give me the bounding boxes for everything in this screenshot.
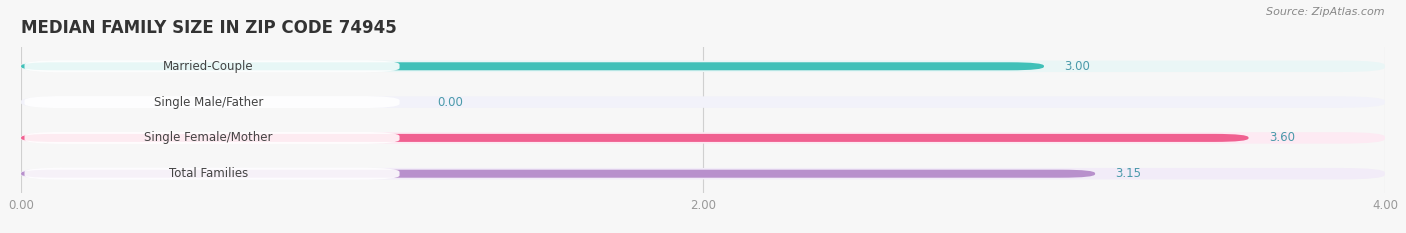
FancyBboxPatch shape — [21, 62, 1045, 70]
FancyBboxPatch shape — [21, 61, 1385, 72]
Text: Total Families: Total Families — [169, 167, 249, 180]
FancyBboxPatch shape — [24, 60, 399, 72]
Text: Single Male/Father: Single Male/Father — [153, 96, 263, 109]
Text: 3.00: 3.00 — [1064, 60, 1090, 73]
Text: MEDIAN FAMILY SIZE IN ZIP CODE 74945: MEDIAN FAMILY SIZE IN ZIP CODE 74945 — [21, 19, 396, 37]
FancyBboxPatch shape — [24, 96, 399, 108]
FancyBboxPatch shape — [21, 132, 1385, 144]
FancyBboxPatch shape — [21, 134, 1249, 142]
FancyBboxPatch shape — [24, 132, 399, 144]
Text: 3.60: 3.60 — [1270, 131, 1295, 144]
FancyBboxPatch shape — [21, 170, 1095, 178]
Text: 3.15: 3.15 — [1115, 167, 1142, 180]
FancyBboxPatch shape — [24, 168, 399, 180]
Text: Single Female/Mother: Single Female/Mother — [145, 131, 273, 144]
Text: 0.00: 0.00 — [437, 96, 463, 109]
Text: Source: ZipAtlas.com: Source: ZipAtlas.com — [1267, 7, 1385, 17]
Text: Married-Couple: Married-Couple — [163, 60, 254, 73]
FancyBboxPatch shape — [21, 168, 1385, 179]
FancyBboxPatch shape — [21, 96, 1385, 108]
